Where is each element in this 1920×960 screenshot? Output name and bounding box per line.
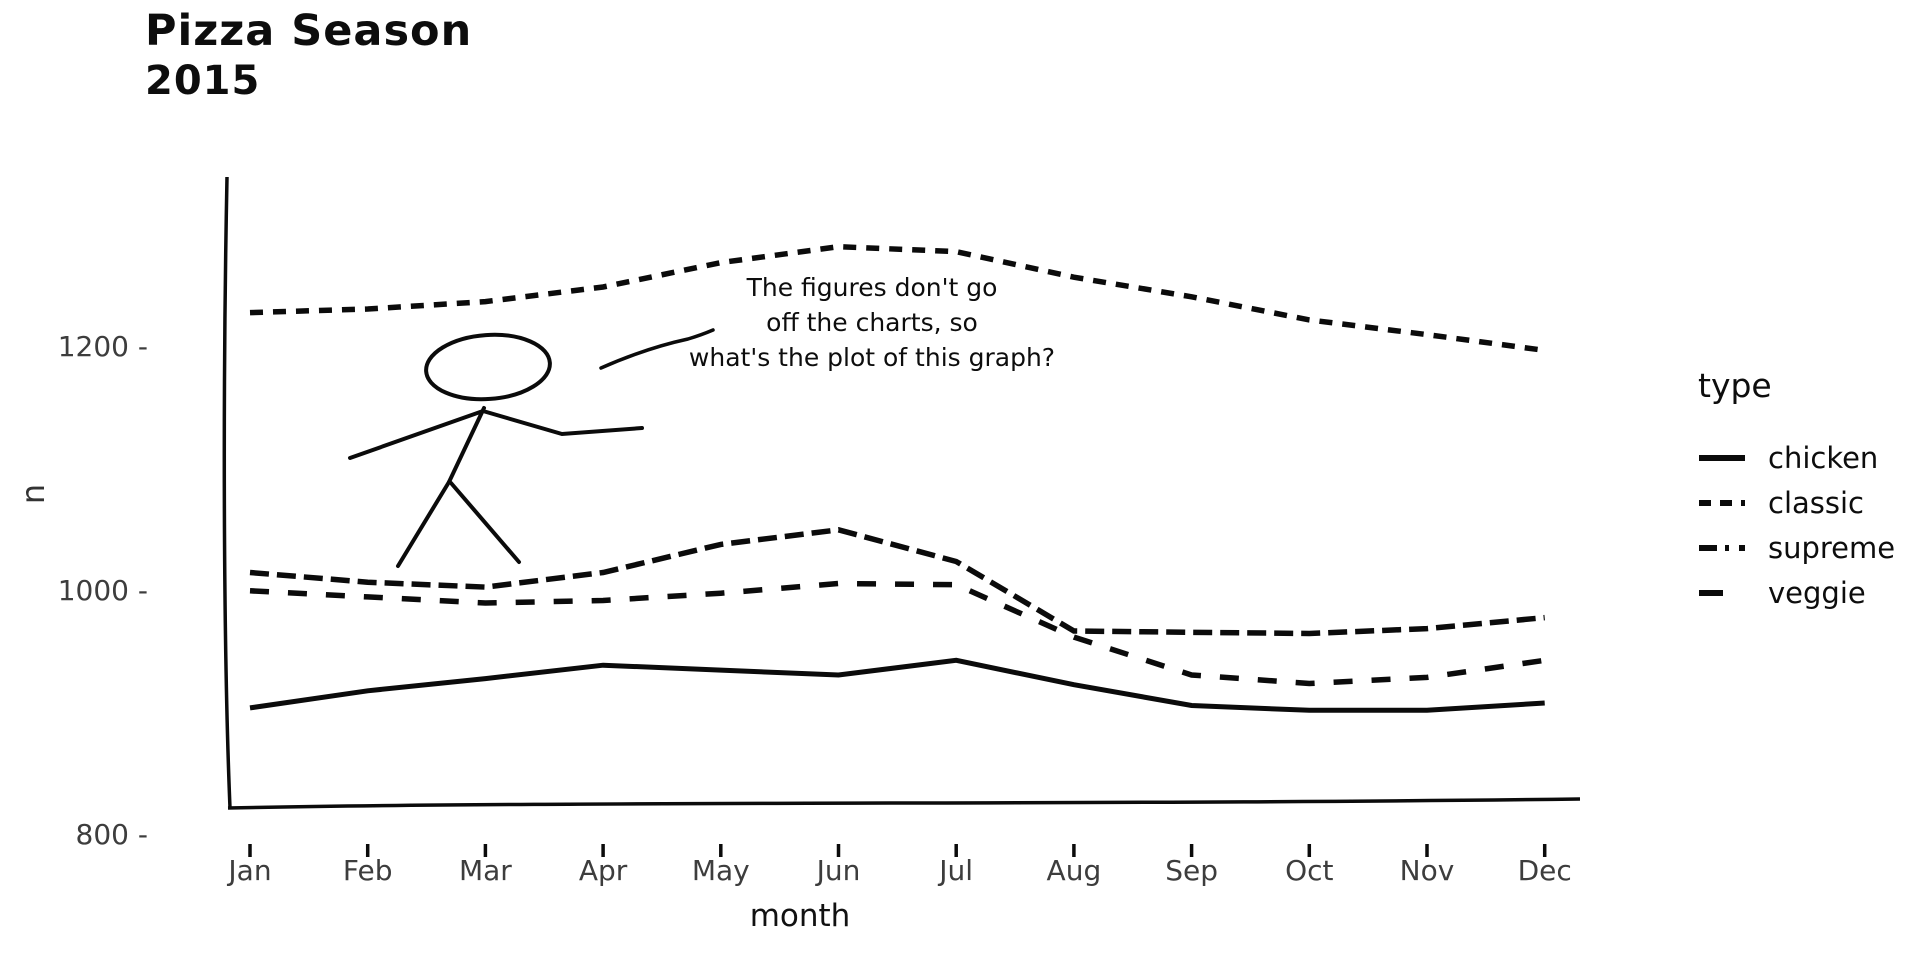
legend-key-dashed-line	[1699, 499, 1745, 506]
stick-figure	[348, 328, 715, 568]
x-tick-label-mar: Mar	[458, 854, 512, 887]
x-tick-label-jun: Jun	[816, 854, 861, 887]
legend-entry-classic: classic	[1698, 480, 1895, 525]
legend-label-veggie: veggie	[1768, 575, 1866, 610]
y-tick-label-1200: 1200 -	[57, 329, 148, 363]
stick-figure-right-leg	[449, 481, 521, 564]
series-line-veggie	[249, 580, 1546, 687]
annotation-text: The figures don't go off the charts, so …	[672, 270, 1072, 375]
legend-entries: chicken classic supreme veggie	[1698, 435, 1895, 615]
legend-key-longdash-line	[1699, 589, 1745, 596]
series-lines	[249, 243, 1546, 713]
stick-figure-right-arm	[481, 409, 644, 437]
legend-entry-supreme: supreme	[1698, 525, 1895, 570]
legend-label-chicken: chicken	[1768, 440, 1879, 475]
legend-key-dotdash-line	[1699, 544, 1745, 551]
x-tick-label-jul: Jul	[939, 854, 974, 887]
x-tick-marks	[248, 844, 1547, 857]
legend: type chicken classic supreme veggie	[1698, 366, 1895, 615]
chart-title: Pizza Season	[145, 6, 473, 56]
stick-figure-torso	[447, 406, 486, 484]
x-tick-label-aug: Aug	[1046, 854, 1102, 887]
stick-figure-head	[424, 332, 552, 402]
legend-key-solid-line	[1699, 454, 1745, 461]
x-tick-label-nov: Nov	[1399, 854, 1455, 887]
legend-entry-chicken: chicken	[1698, 435, 1895, 480]
x-tick-label-feb: Feb	[342, 854, 393, 887]
speech-pointer-line	[599, 328, 715, 370]
annotation-line-1: The figures don't go	[746, 273, 998, 302]
x-tick-label-may: May	[691, 854, 750, 887]
chart-subtitle: 2015	[145, 58, 261, 104]
y-axis-title: n	[14, 483, 52, 505]
legend-label-classic: classic	[1768, 485, 1864, 520]
x-tick-label-sep: Sep	[1165, 854, 1218, 887]
legend-entry-veggie: veggie	[1698, 570, 1895, 615]
x-tick-label-jan: Jan	[228, 854, 272, 887]
annotation-line-2: off the charts, so	[766, 308, 978, 337]
x-tick-label-apr: Apr	[578, 854, 628, 887]
series-line-supreme	[249, 527, 1545, 637]
x-tick-label-oct: Oct	[1285, 854, 1334, 887]
stick-figure-left-arm	[348, 409, 485, 460]
y-tick-label-1000: 1000 -	[57, 573, 148, 607]
stick-figure-left-leg	[396, 480, 451, 568]
x-axis-line	[227, 797, 1581, 810]
x-tick-label-dec: Dec	[1517, 854, 1572, 887]
annotation-line-3: what's the plot of this graph?	[688, 343, 1056, 372]
series-line-classic	[249, 243, 1546, 354]
y-axis-line	[222, 176, 232, 809]
x-axis-title: month	[749, 898, 851, 934]
legend-label-supreme: supreme	[1768, 530, 1896, 565]
y-tick-label-800: 800 -	[75, 817, 148, 851]
legend-title: type	[1698, 366, 1772, 405]
series-line-chicken	[249, 657, 1545, 713]
